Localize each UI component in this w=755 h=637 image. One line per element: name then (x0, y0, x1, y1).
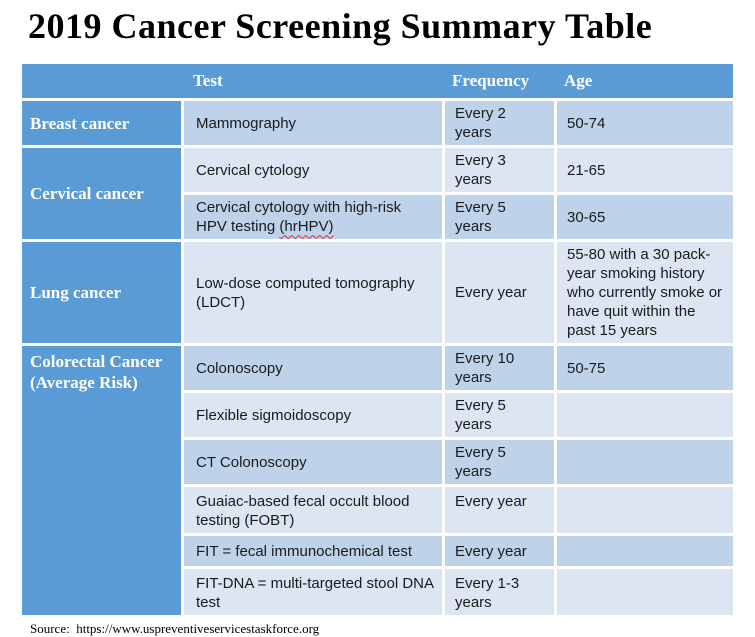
age-cell: 50-74 (554, 98, 733, 146)
age-cell: 21-65 (554, 145, 733, 193)
page-title: 2019 Cancer Screening Summary Table (28, 6, 653, 46)
age-cell: 55-80 with a 30 pack-year smoking histor… (554, 239, 733, 344)
frequency-cell: Every year (442, 533, 554, 567)
test-text: Cervical cytology with high-risk HPV tes… (196, 199, 402, 236)
table-row-colonoscopy: Colorectal Cancer (Average Risk) Colonos… (22, 343, 733, 616)
age-cell (554, 484, 733, 534)
category-cell-breast-cancer: Breast cancer (22, 98, 181, 146)
frequency-cell: Every 2 years (442, 98, 554, 146)
table-header-row: Test Frequency Age (22, 64, 733, 99)
test-cell: FIT-DNA = multi-targeted stool DNA test (181, 566, 442, 616)
category-cell-cervical-cancer: Cervical cancer (22, 145, 181, 240)
slide: 2019 Cancer Screening Summary Table Test… (0, 6, 755, 636)
age-cell (554, 390, 733, 438)
source-note: Source: https://www.uspreventiveservices… (30, 621, 320, 637)
test-cell: CT Colonoscopy (181, 437, 442, 485)
frequency-cell: Every 5 years (442, 437, 554, 485)
column-header-test: Test (181, 64, 442, 99)
category-cell-colorectal-cancer: Colorectal Cancer (Average Risk) (22, 343, 181, 616)
frequency-cell: Every 3 years (442, 145, 554, 193)
spellcheck-flagged-text: (hrHPV) (279, 218, 334, 236)
frequency-cell: Every 1-3 years (442, 566, 554, 616)
test-cell: Mammography (181, 98, 442, 146)
cancer-screening-summary-table: Test Frequency Age Breast cancer Mammogr… (22, 64, 733, 616)
frequency-cell: Every year (442, 484, 554, 534)
table-row-cervical-cytology: Cervical cancer Cervical cytology Every … (22, 145, 733, 240)
table-row-fobt: Guaiac-based fecal occult blood testing … (22, 484, 733, 534)
age-cell (554, 533, 733, 567)
age-cell: 30-65 (554, 192, 733, 240)
test-cell: Cervical cytology with high-risk HPV tes… (181, 192, 442, 240)
column-header-frequency: Frequency (442, 64, 554, 99)
frequency-cell: Every 5 years (442, 192, 554, 240)
age-cell (554, 566, 733, 616)
column-header-age: Age (554, 64, 733, 99)
table-row-flexible-sigmoidoscopy: Flexible sigmoidoscopy Every 5 years (22, 390, 733, 438)
table-row-ct-colonoscopy: CT Colonoscopy Every 5 years (22, 437, 733, 485)
test-cell: Guaiac-based fecal occult blood testing … (181, 484, 442, 534)
test-cell: Low-dose computed tomography (LDCT) (181, 239, 442, 344)
frequency-cell: Every 5 years (442, 390, 554, 438)
table-row-mammography: Breast cancer Mammography Every 2 years … (22, 98, 733, 146)
table-row-cervical-cytology-hrhpv: Cervical cytology with high-risk HPV tes… (22, 192, 733, 240)
age-cell: 50-75 (554, 343, 733, 391)
category-cell-lung-cancer: Lung cancer (22, 239, 181, 344)
column-header-category (22, 64, 181, 99)
age-cell (554, 437, 733, 485)
frequency-cell: Every 10 years (442, 343, 554, 391)
frequency-cell: Every year (442, 239, 554, 344)
table-row-ldct: Lung cancer Low-dose computed tomography… (22, 239, 733, 344)
test-cell: Flexible sigmoidoscopy (181, 390, 442, 438)
test-cell: FIT = fecal immunochemical test (181, 533, 442, 567)
table-row-fit: FIT = fecal immunochemical test Every ye… (22, 533, 733, 567)
test-cell: Cervical cytology (181, 145, 442, 193)
test-cell: Colonoscopy (181, 343, 442, 391)
